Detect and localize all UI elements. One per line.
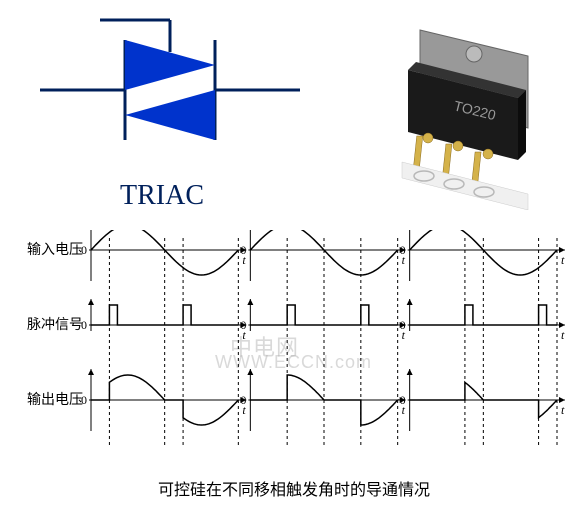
svg-text:0: 0 <box>240 243 246 257</box>
svg-text:0: 0 <box>400 318 406 332</box>
svg-text:0: 0 <box>400 393 406 407</box>
svg-text:0: 0 <box>81 393 87 407</box>
caption: 可控硅在不同移相触发角时的导通情况 <box>0 476 588 500</box>
svg-text:输入电压: 输入电压 <box>27 242 83 258</box>
svg-text:0: 0 <box>240 393 246 407</box>
svg-text:t: t <box>561 253 565 267</box>
svg-text:输出电压: 输出电压 <box>27 392 83 408</box>
svg-text:t: t <box>561 328 565 342</box>
svg-text:0: 0 <box>400 243 406 257</box>
waveform-diagram: 输入电压脉冲信号输出电压0t0t0t0t0t0t0t0t0t <box>25 230 565 500</box>
triac-label: TRIAC <box>120 180 204 212</box>
svg-text:t: t <box>561 403 565 417</box>
svg-text:脉冲信号: 脉冲信号 <box>27 317 83 333</box>
svg-text:0: 0 <box>81 243 87 257</box>
svg-text:0: 0 <box>81 318 87 332</box>
svg-text:0: 0 <box>240 318 246 332</box>
to220-package: TO220 <box>358 10 558 210</box>
